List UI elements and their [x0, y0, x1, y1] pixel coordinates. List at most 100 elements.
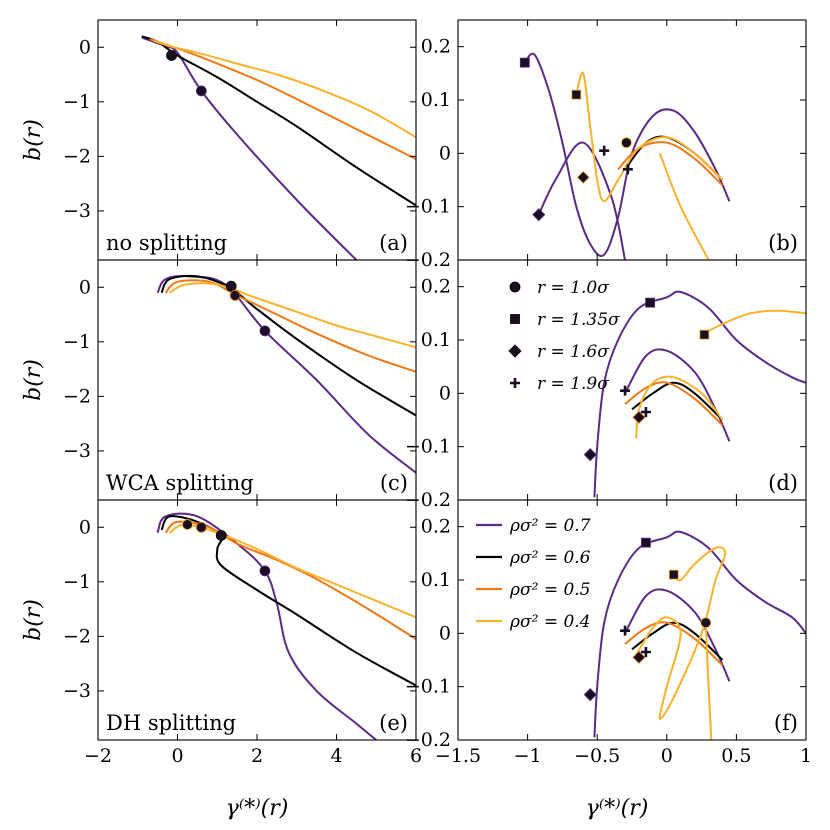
y-tick-label-d-2: 0	[439, 382, 451, 404]
y-tick-label-c-2: −2	[63, 385, 91, 407]
panel-f-ticks: −1.5 −1 −0.5 0 0.5 1 0.2 0.1 0 −0.1 −0.2	[405, 500, 812, 767]
panel-c-curves	[156, 274, 416, 474]
y-tick-label-c-0: 0	[79, 276, 91, 298]
legend-series-label-1: ρσ² = 0.6	[509, 548, 591, 568]
y-tick-label-f-3: −0.1	[405, 676, 451, 698]
y-tick-label-e-1: −1	[63, 571, 91, 593]
panel-f: −1.5 −1 −0.5 0 0.5 1 0.2 0.1 0 −0.1 −0.2 (f)	[405, 499, 812, 767]
panel-annotation-c: WCA splitting	[106, 471, 254, 495]
panel-a: 0 −1 −2 −3 b(r) (a) no splitting	[21, 19, 417, 261]
legend-series-label-2: ρσ² = 0.5	[509, 580, 591, 600]
marker-f-diamond-1	[583, 688, 597, 702]
panel-f-curves	[583, 530, 806, 740]
panel-e-frame	[97, 499, 417, 741]
y-axis-label-c: b(r)	[21, 359, 46, 401]
panel-b-curves	[519, 52, 731, 260]
marker-f-circle-3	[700, 617, 712, 629]
y-tick-label-e-3: −3	[63, 680, 91, 702]
marker-c-circle-1	[225, 280, 237, 292]
x-tick-label-e-0: −2	[84, 745, 112, 767]
panel-annotation-e: DH splitting	[106, 711, 236, 735]
x-tick-label-f-4: 0.5	[721, 745, 751, 767]
marker-e-circle-2	[195, 521, 207, 533]
panel-e: −2 0 2 4 6 0 −1 −2 −3 b(r) (e) DH splitting	[21, 499, 422, 767]
marker-b-diamond-1	[532, 208, 546, 222]
marker-f-plus-4	[620, 625, 631, 636]
panel-label-d: (d)	[768, 471, 798, 495]
series-line-d-1	[624, 348, 731, 442]
series-line-e-1	[160, 515, 416, 687]
x-tick-label-f-2: −0.5	[574, 745, 620, 767]
series-line-c-2	[164, 279, 416, 373]
panel-label-a: (a)	[379, 231, 408, 255]
x-tick-label-f-5: 1	[800, 745, 812, 767]
marker-a-circle-0	[195, 85, 207, 97]
panel-annotation-a: no splitting	[106, 231, 227, 255]
y-tick-label-f-4: −0.2	[405, 729, 451, 751]
legend-series-label-0: ρσ² = 0.7	[509, 516, 591, 536]
panel-b-frame	[457, 19, 807, 261]
y-tick-label-b-1: 0.1	[421, 89, 451, 111]
series-legend: ρσ² = 0.7 ρσ² = 0.6 ρσ² = 0.5 ρσ² = 0.4	[476, 516, 591, 632]
y-tick-label-e-2: −2	[63, 625, 91, 647]
marker-d-plus-5	[640, 407, 651, 417]
panel-d: 0.20.10−0.1−0.2(d)	[405, 259, 807, 511]
panel-b: 0.20.10−0.1−0.2(b)	[405, 19, 807, 271]
legend-series-label-3: ρσ² = 0.4	[509, 612, 591, 632]
x-tick-label-f-3: 0	[661, 745, 673, 767]
marker-d-plus-3	[620, 385, 631, 396]
series-line-d-3	[624, 381, 724, 427]
y-tick-label-b-3: −0.1	[405, 196, 451, 218]
marker-a-circle-1	[166, 50, 177, 61]
panel-a-frame	[97, 19, 417, 261]
panel-c: 0 −1 −2 −3 b(r) (c) WCA splitting	[21, 259, 417, 501]
marker-f-diamond-5	[632, 650, 646, 664]
marker-b-square-2	[571, 89, 582, 100]
series-line-f-3	[624, 621, 724, 667]
x-axis-label-left: γ⁽*⁾(r)	[226, 796, 289, 821]
y-tick-label-b-2: 0	[439, 142, 451, 164]
marker-d-diamond-1	[583, 448, 597, 462]
series-line-c-1	[160, 274, 416, 417]
x-tick-label-e-1: 0	[171, 745, 183, 767]
series-line-e-2	[164, 520, 416, 640]
series-line-f-4	[635, 546, 727, 720]
panel-b-ticks: 0.20.10−0.1−0.2	[405, 20, 807, 271]
x-axis-label-right: γ⁽*⁾(r)	[586, 796, 649, 821]
y-tick-label-c-3: −3	[63, 440, 91, 462]
x-tick-label-f-1: −1	[514, 745, 542, 767]
series-line-b-2	[624, 135, 724, 181]
y-tick-label-f-1: 0.1	[421, 569, 451, 591]
panels-layer: 0 −1 −2 −3 b(r) (a) no splitting 0.2 0.1 0 −0.1 −0.…	[21, 19, 812, 767]
legend-marker-label-0: r = 1.0σ	[537, 278, 609, 298]
y-tick-label-d-1: 0.1	[421, 329, 451, 351]
marker-e-circle-0	[259, 565, 271, 577]
marker-b-plus-6	[622, 164, 633, 175]
series-line-e-0	[156, 512, 377, 740]
series-line-a-0	[141, 36, 358, 260]
series-line-a-2	[149, 38, 416, 160]
series-line-f-0	[593, 530, 806, 738]
series-line-f-5	[704, 622, 713, 740]
y-tick-label-f-2: 0	[439, 622, 451, 644]
series-line-c-3	[169, 282, 416, 349]
legend-marker-label-1: r = 1.35σ	[537, 310, 620, 330]
panel-a-ticks: 0 −1 −2 −3	[63, 20, 417, 260]
y-axis-label-e: b(r)	[21, 599, 46, 641]
marker-c-circle-0	[259, 325, 271, 337]
series-line-e-3	[169, 523, 416, 619]
panel-label-b: (b)	[768, 231, 798, 255]
panel-a-curves	[141, 35, 416, 260]
legend-marker-label-2: r = 1.6σ	[537, 342, 609, 362]
marker-f-square-0	[641, 537, 651, 548]
panel-d-ticks: 0.20.10−0.1−0.2	[405, 260, 807, 511]
marker-e-circle-3	[182, 519, 193, 530]
series-line-d-5	[701, 309, 806, 336]
y-tick-label-d-0: 0.2	[421, 276, 451, 298]
y-tick-label-b-0: 0.2	[421, 36, 451, 58]
series-line-c-0	[156, 275, 416, 474]
panel-c-ticks: 0 −1 −2 −3	[63, 260, 417, 500]
marker-e-circle-1	[215, 530, 227, 541]
series-line-b-0	[524, 52, 731, 258]
